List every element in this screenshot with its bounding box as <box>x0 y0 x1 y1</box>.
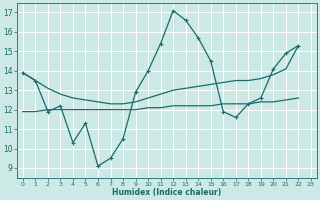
X-axis label: Humidex (Indice chaleur): Humidex (Indice chaleur) <box>112 188 221 197</box>
